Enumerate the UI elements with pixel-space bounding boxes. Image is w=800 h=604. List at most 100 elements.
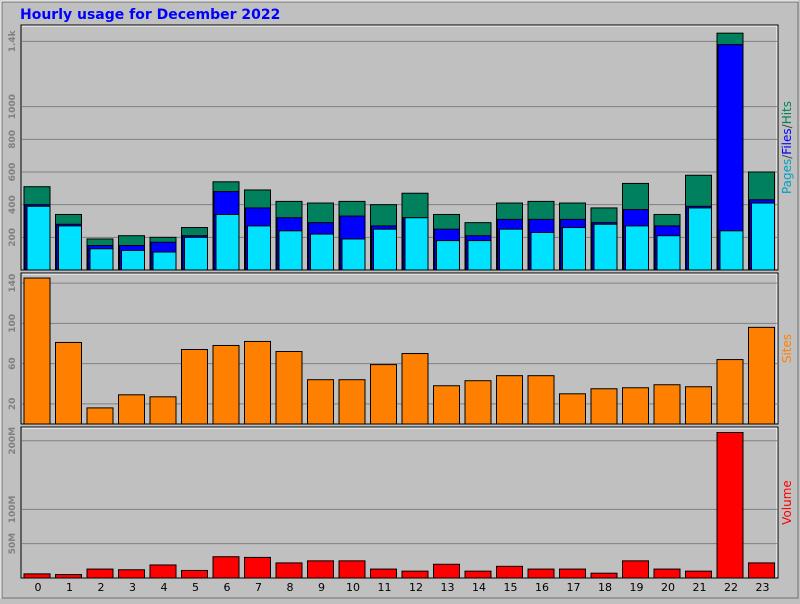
x-tick-label: 18 (598, 581, 612, 594)
y-tick-label: 60 (8, 357, 18, 370)
series-axis-label-part: / (780, 123, 794, 128)
bar-volume-8 (275, 562, 303, 579)
x-tick-label: 20 (661, 581, 675, 594)
bar-sites-7 (244, 340, 271, 425)
bar-volume-16 (527, 568, 555, 579)
y-tick-label: 200M (8, 427, 18, 455)
x-tick-label: 6 (224, 581, 231, 594)
bar-volume-9 (307, 560, 334, 579)
plot-frame (20, 24, 779, 271)
bar-volume-17 (559, 568, 586, 579)
series-axis-label: Volume (780, 480, 794, 525)
series-axis-label-part: Pages (780, 159, 794, 194)
x-tick-label: 0 (35, 581, 42, 594)
plot-panel-1: 20 60 100 140 Sites (8, 272, 794, 425)
bar-pages-21 (688, 207, 712, 271)
x-tick-label: 11 (378, 581, 392, 594)
bar-sites-8 (275, 351, 303, 425)
bar-volume-20 (653, 568, 681, 579)
bar-pages-2 (89, 248, 114, 271)
x-tick-label: 21 (693, 581, 707, 594)
x-tick-label: 2 (98, 581, 105, 594)
bar-sites-15 (496, 375, 523, 425)
bar-pages-20 (656, 235, 681, 271)
bar-pages-18 (593, 223, 618, 271)
bar-pages-1 (58, 225, 82, 271)
y-tick-label: 200 (8, 228, 18, 247)
bar-volume-5 (181, 569, 208, 579)
bar-pages-15 (499, 228, 523, 271)
bar-sites-19 (622, 387, 649, 425)
series-axis-label: Pages/Files/Hits (780, 101, 794, 194)
x-tick-label: 23 (756, 581, 770, 594)
bar-volume-10 (338, 560, 366, 579)
x-tick-label: 10 (346, 581, 360, 594)
bar-sites-0 (23, 277, 51, 425)
bar-volume-21 (685, 570, 712, 579)
bar-volume-18 (590, 572, 618, 579)
bar-pages-8 (278, 230, 303, 271)
bar-sites-13 (433, 385, 460, 425)
bar-sites-12 (401, 353, 429, 425)
bar-volume-7 (244, 556, 271, 579)
bar-sites-10 (338, 379, 366, 425)
x-tick-label: 12 (409, 581, 423, 594)
bar-pages-3 (121, 249, 145, 271)
y-tick-label: 100M (8, 495, 18, 523)
bar-sites-20 (653, 384, 681, 425)
y-tick-label: 400 (8, 195, 18, 214)
series-axis-label: Sites (780, 334, 794, 363)
x-tick-label: 22 (724, 581, 738, 594)
bar-sites-14 (464, 380, 492, 425)
bar-pages-11 (373, 228, 397, 271)
bar-sites-16 (527, 375, 555, 425)
y-tick-label: 140 (8, 274, 18, 293)
bar-pages-6 (215, 213, 240, 271)
x-tick-label: 3 (129, 581, 136, 594)
bar-volume-13 (433, 563, 460, 579)
bar-pages-19 (625, 225, 649, 271)
x-tick-label: 9 (318, 581, 325, 594)
bar-pages-14 (467, 240, 492, 271)
bar-pages-4 (152, 251, 177, 271)
bar-sites-3 (118, 394, 145, 425)
x-tick-label: 15 (504, 581, 518, 594)
bar-volume-4 (149, 564, 177, 579)
series-axis-label-part: Hits (780, 101, 794, 124)
plot-frame (20, 426, 779, 579)
bar-pages-0 (26, 205, 51, 271)
bar-sites-2 (86, 407, 114, 425)
bar-sites-4 (149, 396, 177, 425)
bar-pages-12 (404, 217, 429, 271)
x-tick-label: 7 (255, 581, 262, 594)
series-axis-label-part: Files (780, 128, 794, 154)
x-tick-label: 19 (630, 581, 644, 594)
bar-volume-3 (118, 569, 145, 579)
x-tick-label: 13 (441, 581, 455, 594)
bar-sites-5 (181, 349, 208, 425)
y-tick-label: 1000 (8, 94, 18, 119)
bar-volume-12 (401, 570, 429, 579)
bar-volume-23 (748, 562, 775, 579)
bar-pages-9 (310, 233, 334, 271)
chart-title: Hourly usage for December 2022 (20, 7, 280, 23)
bar-volume-6 (212, 556, 240, 579)
bar-pages-17 (562, 227, 586, 271)
bar-volume-22 (716, 431, 744, 579)
bar-sites-21 (685, 386, 712, 425)
bar-volume-19 (622, 560, 649, 579)
series-axis-label-part: Sites (780, 334, 794, 363)
x-tick-label: 5 (192, 581, 199, 594)
y-tick-label: 1.4k (8, 29, 18, 52)
bar-sites-22 (716, 359, 744, 425)
bar-sites-6 (212, 344, 240, 425)
bar-pages-16 (530, 231, 555, 271)
bar-volume-11 (370, 568, 397, 579)
bar-sites-17 (559, 393, 586, 425)
x-tick-label: 16 (535, 581, 549, 594)
bar-volume-2 (86, 568, 114, 579)
x-tick-label: 1 (66, 581, 73, 594)
